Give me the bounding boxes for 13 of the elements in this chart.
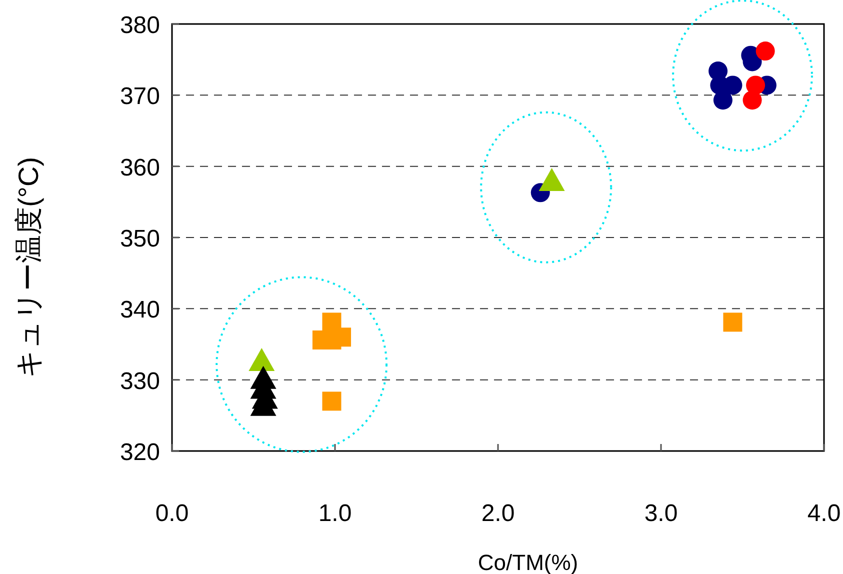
x-tick-label: 2.0 xyxy=(481,500,515,527)
y-tick-label: 370 xyxy=(120,83,160,110)
y-tick-label: 330 xyxy=(120,368,160,395)
x-tick-label: 1.0 xyxy=(318,500,352,527)
y-tick-label: 360 xyxy=(120,154,160,182)
y-tick-label: 380 xyxy=(120,12,160,39)
x-tick-label: 3.0 xyxy=(644,500,678,527)
y-axis-title: キュリー温度(°C) xyxy=(13,156,44,378)
y-tick-label: 340 xyxy=(120,296,160,324)
y-tick-label: 350 xyxy=(120,226,160,252)
x-tick-label: 0.0 xyxy=(155,500,189,527)
x-tick-label: 4.0 xyxy=(807,500,841,527)
y-tick-label: 320 xyxy=(120,439,160,466)
